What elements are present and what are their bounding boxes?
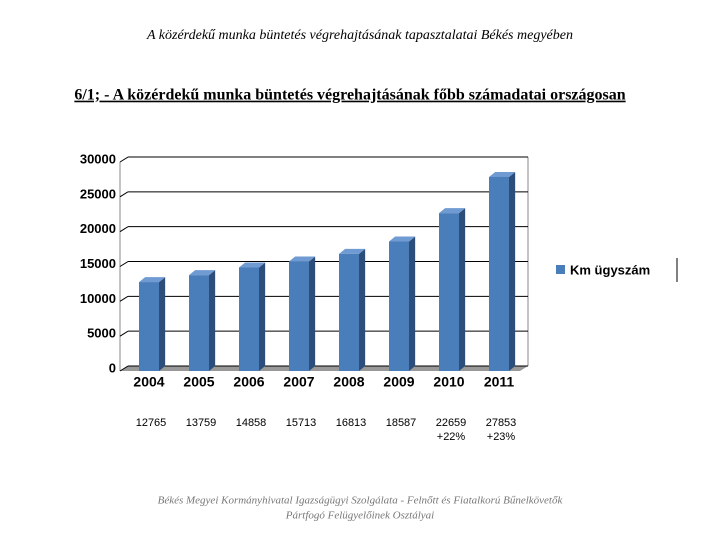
bar-top (489, 171, 516, 177)
x-tick-label: 2007 (283, 374, 314, 390)
x-tick-label: 2011 (484, 374, 515, 390)
bar-side (359, 248, 366, 371)
bar-side (459, 208, 466, 371)
bar-top (139, 277, 166, 283)
grid-line-side (119, 295, 129, 302)
bar-top (289, 256, 316, 262)
grid-line-side (119, 261, 129, 267)
bar (189, 275, 209, 371)
bar (239, 267, 259, 371)
bar-top (439, 208, 466, 214)
y-tick-label: 5000 (87, 326, 116, 341)
bar-top (239, 262, 266, 268)
grid-line-side (119, 226, 129, 233)
value-label: 15713 (286, 417, 317, 429)
x-tick-label: 2006 (233, 374, 264, 390)
bar-side (159, 277, 166, 371)
bar-top (339, 248, 366, 254)
grid-line-side (119, 330, 129, 337)
bar-side (209, 270, 216, 371)
growth-label: +23% (487, 431, 516, 443)
floor (120, 366, 528, 371)
y-tick-label: 25000 (80, 186, 116, 201)
x-tick-label: 2008 (333, 374, 364, 390)
bar (339, 253, 359, 371)
slide-subtitle: 6/1; - A közérdekű munka büntetés végreh… (74, 87, 625, 104)
bar-side (509, 171, 516, 371)
value-label: 13759 (186, 417, 217, 429)
grid-line-side (119, 156, 129, 163)
bar-top (389, 236, 416, 242)
bar (139, 282, 159, 371)
value-label: 12765 (136, 417, 167, 429)
legend-label: Km ügyszám (570, 262, 650, 277)
bar-side (259, 262, 266, 371)
y-tick-label: 20000 (80, 221, 116, 236)
legend-swatch (556, 265, 565, 274)
bar (289, 261, 309, 371)
footer-line: Békés Megyei Kormányhivatal Igazságügyi … (158, 495, 564, 507)
y-tick-label: 15000 (80, 256, 116, 271)
bar (489, 176, 509, 371)
bar (439, 213, 459, 371)
grid-line-side (119, 191, 129, 198)
y-tick-label: 10000 (80, 291, 116, 306)
bar-side (309, 256, 316, 371)
bar (389, 241, 409, 371)
y-tick-label: 30000 (80, 151, 116, 166)
value-label: 27853 (486, 417, 517, 429)
value-label: 14858 (236, 417, 267, 429)
x-tick-label: 2004 (133, 374, 164, 390)
footer-line: Pártfogó Felügyelőinek Osztályai (285, 510, 434, 522)
x-tick-label: 2005 (183, 374, 214, 390)
value-label: 16813 (336, 417, 367, 429)
value-label: 18587 (386, 417, 417, 429)
value-label: 22659 (436, 417, 467, 429)
y-tick-label: 0 (109, 360, 116, 375)
growth-label: +22% (437, 431, 466, 443)
grid-line-side (119, 365, 129, 372)
x-tick-label: 2009 (383, 374, 414, 390)
slide-title: A közérdekű munka büntetés végrehajtásán… (146, 28, 573, 43)
x-tick-label: 2010 (433, 374, 464, 390)
bar-top (189, 270, 216, 276)
bar-side (409, 236, 416, 371)
